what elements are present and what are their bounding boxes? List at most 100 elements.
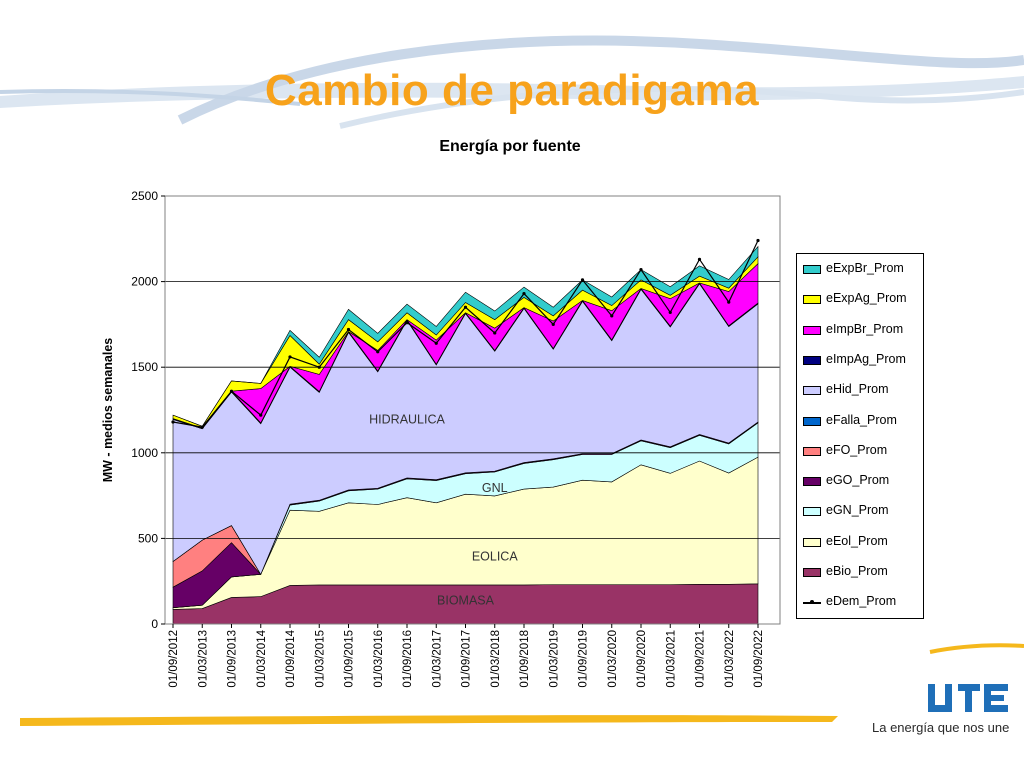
point-eDem_Prom-5 <box>317 365 321 369</box>
xtick-label-11: 01/03/2018 <box>490 630 502 688</box>
point-eDem_Prom-7 <box>376 350 380 354</box>
chart-legend: eExpBr_Prom eExpAg_Prom eImpBr_Prom eImpAg_… <box>796 253 924 619</box>
legend-item-eImpAg_Prom: eImpAg_Prom <box>797 351 923 371</box>
energy-chart: Energía por fuente HIDRAULICA GNL EOLICA BI… <box>100 128 930 718</box>
xtick-label-8: 01/09/2016 <box>402 630 414 688</box>
xtick-label-3: 01/03/2014 <box>256 629 268 687</box>
legend-item-eDem_Prom: eDem_Prom <box>797 593 923 613</box>
legend-label-eEol_Prom: eEol_Prom <box>826 533 888 548</box>
point-eDem_Prom-19 <box>727 300 731 304</box>
legend-swatch-eHid_Prom <box>803 386 821 396</box>
point-eDem_Prom-12 <box>522 291 526 296</box>
legend-swatch-eFalla_Prom <box>803 416 821 426</box>
xtick-label-16: 01/09/2020 <box>636 630 648 688</box>
point-eDem_Prom-6 <box>346 327 351 332</box>
slide-title: Cambio de paradigama <box>264 66 760 115</box>
point-eDem_Prom-14 <box>580 278 585 282</box>
legend-item-eHid_Prom: eHid_Prom <box>797 381 923 401</box>
ytick-label-1500: 1500 <box>131 360 158 374</box>
legend-label-eGN_Prom: eGN_Prom <box>826 503 889 518</box>
legend-swatch-eBio_Prom <box>803 568 821 577</box>
point-eDem_Prom-4 <box>288 355 292 359</box>
ytick-label-1000: 1000 <box>131 446 158 460</box>
annotation-biomasa: BIOMASA <box>437 593 495 607</box>
point-eDem_Prom-1 <box>200 425 204 429</box>
point-eDem_Prom-13 <box>551 322 555 326</box>
point-eDem_Prom-8 <box>405 321 409 325</box>
legend-item-eImpBr_Prom: eImpBr_Prom <box>797 321 923 341</box>
legend-label-eImpAg_Prom: eImpAg_Prom <box>826 351 906 366</box>
annotation-hidraulica: HIDRAULICA <box>369 413 445 427</box>
point-eDem_Prom-0 <box>171 420 175 424</box>
point-eDem_Prom-15 <box>610 314 614 318</box>
legend-label-eExpAg_Prom: eExpAg_Prom <box>826 291 907 306</box>
legend-label-eBio_Prom: eBio_Prom <box>826 564 888 578</box>
xtick-label-20: 01/09/2022 <box>753 630 765 688</box>
xtick-label-17: 01/03/2021 <box>665 630 677 688</box>
header-swoosh-decoration <box>0 35 1024 129</box>
legend-item-eFO_Prom: eFO_Prom <box>797 442 923 462</box>
xtick-label-13: 01/03/2019 <box>548 630 560 688</box>
xtick-label-1: 01/03/2013 <box>197 630 209 688</box>
xtick-label-14: 01/09/2019 <box>578 630 590 688</box>
legend-item-eFalla_Prom: eFalla_Prom <box>797 412 923 432</box>
footer-tagline: La energía que nos une <box>872 720 1010 735</box>
xtick-label-6: 01/09/2015 <box>344 630 356 688</box>
xtick-label-7: 01/03/2016 <box>373 630 385 688</box>
legend-swatch-eImpBr_Prom <box>803 325 821 335</box>
xtick-label-0: 01/09/2012 <box>168 630 180 688</box>
legend-label-eGO_Prom: eGO_Prom <box>826 473 890 488</box>
legend-label-eFalla_Prom: eFalla_Prom <box>826 412 897 427</box>
legend-label-eDem_Prom: eDem_Prom <box>826 594 897 609</box>
legend-swatch-eEol_Prom <box>803 537 821 547</box>
point-eDem_Prom-10 <box>463 305 468 309</box>
xtick-label-2: 01/09/2013 <box>227 630 239 688</box>
point-eDem_Prom-9 <box>434 341 438 345</box>
legend-item-eBio_Prom: eBio_Prom <box>797 563 923 583</box>
ytick-label-0: 0 <box>151 617 158 631</box>
xtick-label-9: 01/03/2017 <box>431 630 443 688</box>
xtick-label-15: 01/03/2020 <box>607 630 619 688</box>
xtick-label-5: 01/03/2015 <box>314 630 326 688</box>
legend-item-eEol_Prom: eEol_Prom <box>797 533 923 553</box>
legend-item-eGO_Prom: eGO_Prom <box>797 472 923 492</box>
point-eDem_Prom-17 <box>668 310 672 315</box>
point-eDem_Prom-2 <box>229 389 234 393</box>
point-eDem_Prom-20 <box>756 238 760 243</box>
chart-plot-svg: HIDRAULICA GNL EOLICA BIOMASA 0 500 1000 1500 2… <box>101 189 781 688</box>
ytick-label-500: 500 <box>138 531 158 545</box>
ytick-label-2500: 2500 <box>131 189 158 203</box>
legend-swatch-eExpBr_Prom <box>803 265 821 274</box>
legend-label-eFO_Prom: eFO_Prom <box>826 442 888 457</box>
legend-item-eExpAg_Prom: eExpAg_Prom <box>797 290 923 310</box>
area-eExpBr_Prom <box>172 245 759 427</box>
plot-frame <box>164 195 781 625</box>
legend-item-eExpBr_Prom: eExpBr_Prom <box>797 260 923 280</box>
chart-axes-group: 0 500 1000 1500 2000 2500 01/09/2012 01/03/2013… <box>101 189 781 688</box>
chart-annotations-group: HIDRAULICA GNL EOLICA BIOMASA <box>369 413 518 608</box>
legend-label-eExpBr_Prom: eExpBr_Prom <box>826 261 904 275</box>
chart-title: Energía por fuente <box>439 138 581 155</box>
ute-logo <box>928 684 1008 712</box>
chart-demand-group <box>171 238 760 429</box>
legend-swatch-eExpAg_Prom <box>803 295 821 305</box>
chart-areas-group <box>165 196 780 625</box>
legend-swatch-eFO_Prom <box>803 446 821 456</box>
legend-label-eImpBr_Prom: eImpBr_Prom <box>826 321 904 336</box>
point-eDem_Prom-18 <box>697 257 702 261</box>
legend-dot-eDem_Prom <box>810 600 814 605</box>
legend-label-eHid_Prom: eHid_Prom <box>826 382 889 397</box>
xtick-label-18: 01/09/2021 <box>695 630 707 688</box>
point-eDem_Prom-11 <box>493 331 497 335</box>
legend-swatch-eImpAg_Prom <box>803 355 821 365</box>
legend-item-eGN_Prom: eGN_Prom <box>797 502 923 522</box>
annotation-eolica: EOLICA <box>472 550 519 564</box>
xtick-label-12: 01/09/2018 <box>519 630 531 688</box>
annotation-gnl: GNL <box>482 481 508 495</box>
footer-band-decoration <box>20 643 1024 726</box>
ytick-label-2000: 2000 <box>131 275 158 289</box>
xtick-label-10: 01/09/2017 <box>461 630 473 688</box>
xtick-label-4: 01/09/2014 <box>285 629 297 687</box>
point-eDem_Prom-3 <box>259 413 263 417</box>
point-eDem_Prom-16 <box>639 268 643 272</box>
